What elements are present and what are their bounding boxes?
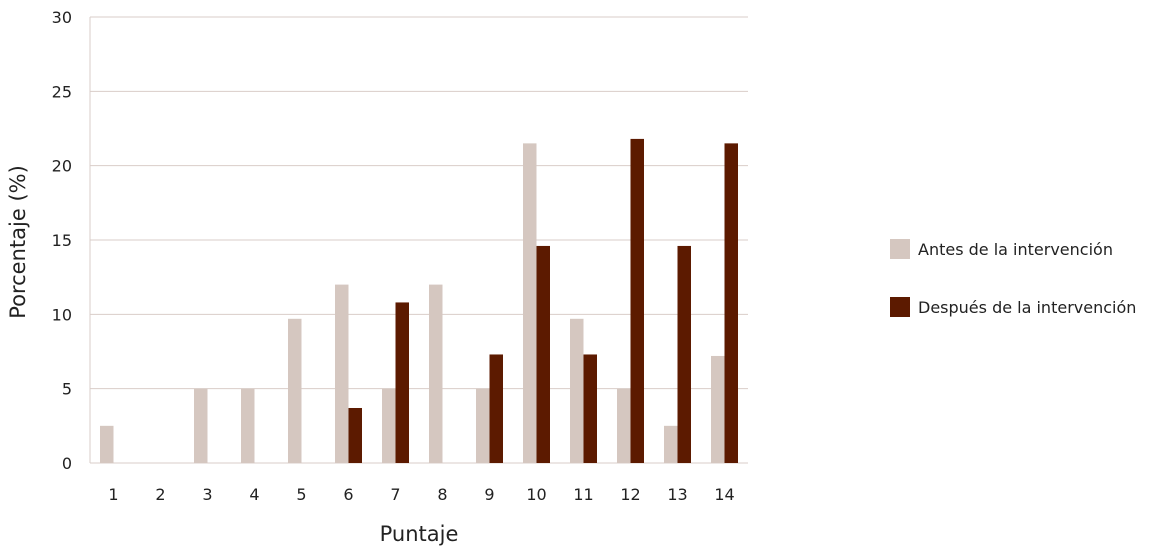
bar-antes-8 (429, 284, 443, 463)
y-tick-label-10: 10 (52, 305, 72, 324)
bar-despues-7 (395, 302, 409, 463)
y-tick-label-15: 15 (52, 231, 72, 250)
legend-swatch-antes (890, 239, 910, 259)
bar-despues-9 (489, 354, 503, 463)
x-tick-label-11: 11 (573, 485, 593, 504)
bar-antes-6 (335, 284, 349, 463)
bar-antes-10 (523, 143, 537, 463)
bar-despues-11 (583, 354, 597, 463)
bar-antes-3 (194, 388, 208, 463)
y-tick-label-0: 0 (62, 454, 72, 473)
legend-item-despues: Después de la intervención (890, 297, 1136, 317)
x-tick-label-1: 1 (108, 485, 118, 504)
bar-despues-10 (536, 245, 550, 463)
x-tick-label-6: 6 (343, 485, 353, 504)
x-tick-label-2: 2 (155, 485, 165, 504)
x-tick-label-8: 8 (437, 485, 447, 504)
y-tick-label-5: 5 (62, 380, 72, 399)
legend: Antes de la intervención Después de la i… (890, 239, 1136, 317)
x-tick-label-3: 3 (202, 485, 212, 504)
x-tick-label-4: 4 (249, 485, 259, 504)
x-tick-label-9: 9 (484, 485, 494, 504)
bar-antes-11 (570, 318, 584, 463)
x-tick-label-10: 10 (526, 485, 546, 504)
bar-despues-13 (677, 245, 691, 463)
bar-despues-14 (724, 143, 738, 463)
bar-despues-12 (630, 138, 644, 463)
legend-item-antes: Antes de la intervención (890, 239, 1113, 259)
bar-antes-5 (288, 318, 302, 463)
bar-despues-6 (348, 407, 362, 463)
bar-antes-12 (617, 388, 631, 463)
x-tick-label-5: 5 (296, 485, 306, 504)
bar-antes-4 (241, 388, 255, 463)
y-tick-label-20: 20 (52, 157, 72, 176)
x-tick-label-12: 12 (620, 485, 640, 504)
bar-antes-1 (100, 425, 114, 463)
bar-antes-7 (382, 388, 396, 463)
bars (100, 138, 738, 463)
gridlines (90, 16, 748, 390)
y-axis-title: Porcentaje (%) (6, 165, 30, 319)
x-tick-label-14: 14 (714, 485, 734, 504)
legend-label-antes: Antes de la intervención (918, 240, 1113, 259)
bar-antes-13 (664, 425, 678, 463)
bar-antes-14 (711, 355, 725, 463)
y-tick-labels: 0 5 10 15 20 25 30 (52, 8, 72, 473)
legend-label-despues: Después de la intervención (918, 298, 1136, 317)
x-tick-label-7: 7 (390, 485, 400, 504)
x-tick-label-13: 13 (667, 485, 687, 504)
legend-swatch-despues (890, 297, 910, 317)
x-tick-labels: 1 2 3 4 5 6 7 8 9 10 11 12 13 14 (108, 485, 734, 504)
bar-antes-9 (476, 388, 490, 463)
x-axis-title: Puntaje (380, 522, 459, 546)
y-tick-label-30: 30 (52, 8, 72, 27)
y-tick-label-25: 25 (52, 82, 72, 101)
